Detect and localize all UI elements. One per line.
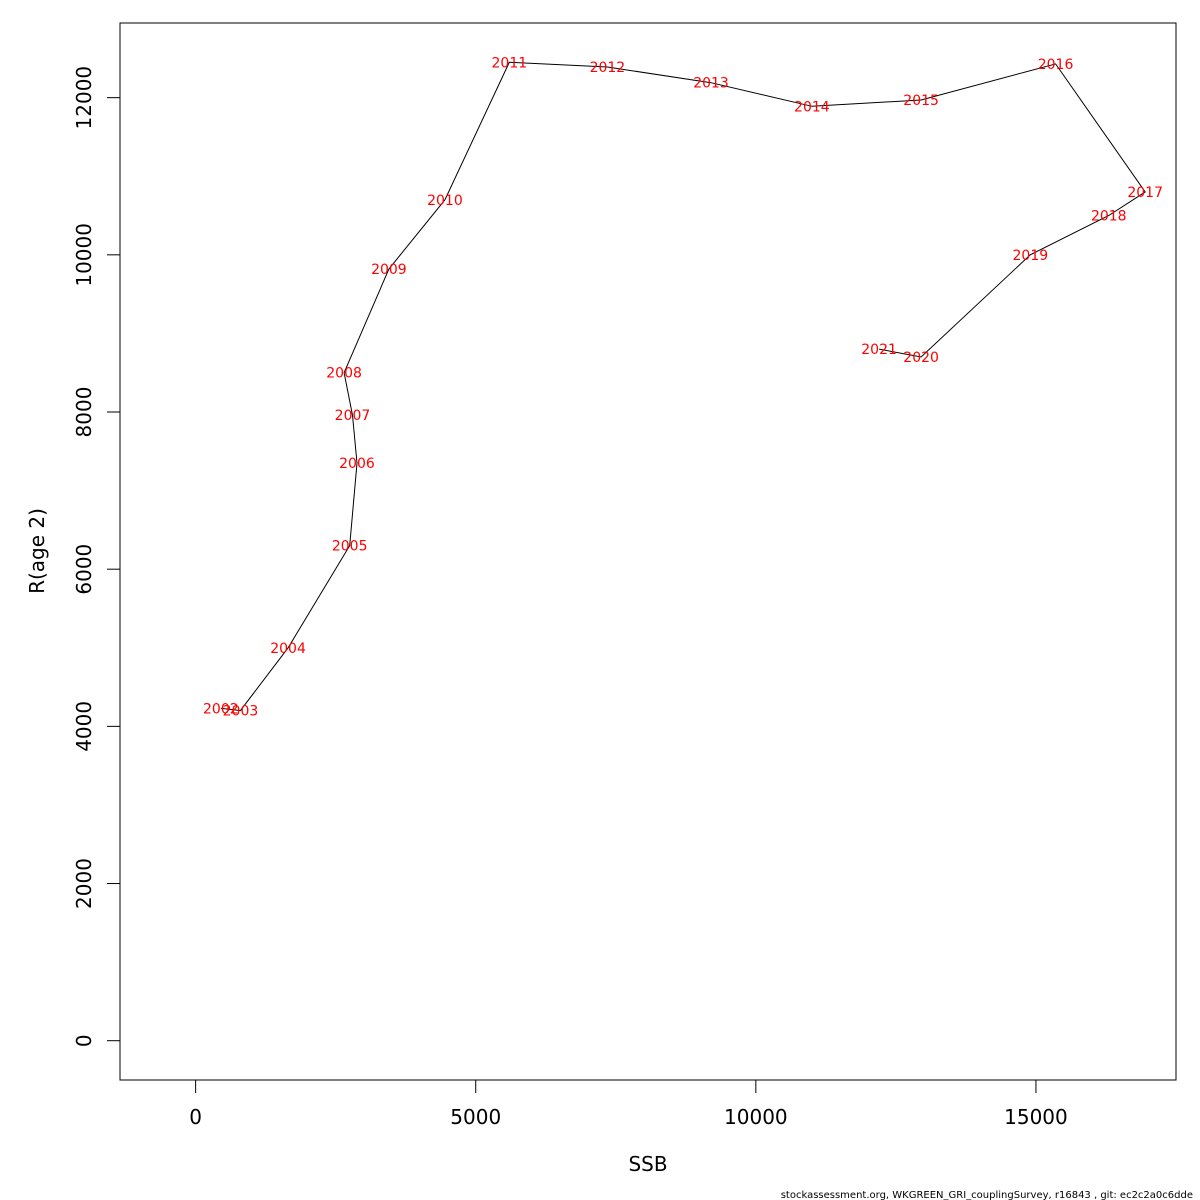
point-label-2010: 2010: [427, 193, 463, 209]
point-label-2017: 2017: [1127, 185, 1163, 201]
point-label-2016: 2016: [1038, 57, 1074, 73]
y-tick-label: 8000: [72, 387, 96, 438]
point-label-2009: 2009: [371, 262, 407, 278]
point-label-2020: 2020: [903, 350, 939, 366]
point-label-2011: 2011: [492, 55, 528, 71]
plot-frame: [119, 22, 1177, 1081]
point-label-2006: 2006: [339, 456, 375, 472]
y-tick-label: 0: [72, 1034, 96, 1047]
x-tick-label: 0: [189, 1105, 202, 1129]
point-label-2021: 2021: [861, 342, 897, 358]
y-tick-label: 12000: [72, 66, 96, 130]
point-label-2013: 2013: [693, 76, 729, 92]
point-label-2014: 2014: [794, 99, 830, 115]
y-tick-label: 10000: [72, 223, 96, 287]
y-axis: 0 2000 4000 6000 8000 10000 12000: [72, 66, 121, 1047]
point-label-2018: 2018: [1091, 209, 1127, 225]
point-label-2004: 2004: [270, 641, 306, 657]
x-axis-title: SSB: [628, 1152, 667, 1176]
point-label-2019: 2019: [1013, 248, 1049, 264]
x-tick-label: 10000: [724, 1105, 788, 1129]
point-label-2003: 2003: [223, 704, 259, 720]
point-label-2007: 2007: [335, 408, 371, 424]
y-axis-title: R(age 2): [25, 508, 49, 594]
footer-text: stockassessment.org, WKGREEN_GRI_couplin…: [781, 1190, 1193, 1200]
y-tick-label: 6000: [72, 544, 96, 595]
x-tick-label: 5000: [450, 1105, 501, 1129]
y-tick-label: 4000: [72, 701, 96, 752]
series-line: [220, 61, 1146, 712]
point-label-2015: 2015: [903, 93, 939, 109]
x-axis: 0 5000 10000 15000: [189, 1079, 1068, 1129]
point-label-2012: 2012: [590, 60, 626, 76]
y-tick-label: 2000: [72, 858, 96, 909]
point-label-2002: 2002: [203, 701, 239, 717]
x-tick-label: 15000: [1004, 1105, 1068, 1129]
point-label-2005: 2005: [332, 539, 368, 555]
point-label-2008: 2008: [326, 366, 362, 382]
